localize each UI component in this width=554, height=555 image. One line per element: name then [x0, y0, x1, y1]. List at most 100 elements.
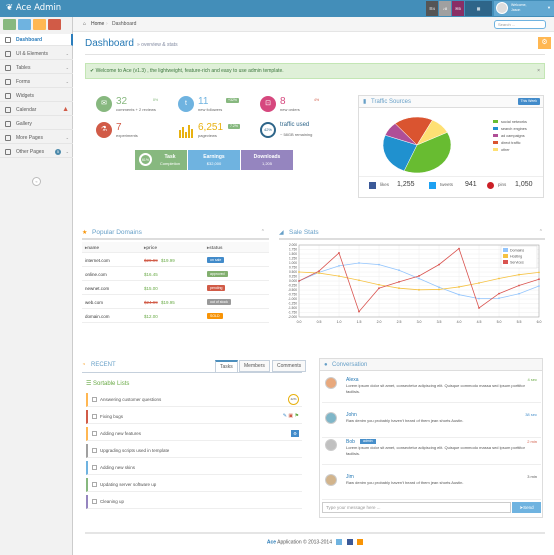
data-point: [538, 271, 540, 274]
chevron-down-icon: ⌄: [65, 135, 69, 140]
breadcrumb-separator: ›: [106, 21, 108, 27]
rss-icon[interactable]: [357, 539, 364, 545]
tasks-badge[interactable]: ☰4: [426, 1, 438, 16]
breadcrumb-home[interactable]: Home: [91, 21, 105, 27]
send-button[interactable]: ➤Send: [512, 502, 541, 513]
pie-slice: [382, 134, 418, 172]
task-item[interactable]: Cleaning up: [86, 495, 302, 509]
bell-icon: ♪: [442, 6, 445, 11]
tile-downloads[interactable]: Downloads 1,205: [241, 150, 293, 170]
rss-icon: ◔: [82, 362, 86, 368]
sidebar-item-gallery[interactable]: Gallery: [0, 118, 73, 130]
legend-item: direct traffic: [493, 140, 527, 147]
group-shortcut[interactable]: [33, 19, 46, 30]
task-checkbox[interactable]: [92, 397, 97, 402]
page-subtitle: » overview & stats: [137, 42, 178, 48]
legend-label: Services: [510, 261, 524, 265]
y-tick-label: -2.000: [288, 315, 297, 319]
collapse-icon[interactable]: ⌃: [260, 229, 265, 235]
data-point: [538, 285, 540, 287]
search-input[interactable]: Search ...: [494, 20, 546, 29]
task-checkbox[interactable]: [92, 431, 97, 436]
data-point: [418, 275, 420, 277]
data-point: [318, 272, 320, 274]
picture-icon: [5, 121, 11, 127]
warning-icon: ▲: [62, 106, 69, 113]
task-checkbox[interactable]: [92, 465, 97, 470]
green-badge[interactable]: ▦: [465, 1, 492, 16]
tile-earnings[interactable]: Earnings $32,000: [188, 150, 240, 170]
legend-swatch: [493, 120, 498, 123]
messages-badge[interactable]: ✉5: [452, 1, 464, 16]
sidebar-item-ui-elements[interactable]: UI & Elements ⌄: [0, 48, 73, 60]
task-item[interactable]: Adding new skins: [86, 461, 302, 475]
comment-icon: ●: [324, 362, 328, 368]
sidebar-item-dashboard[interactable]: Dashboard: [0, 34, 73, 46]
pie-slice: [403, 131, 452, 174]
chevron-down-icon: ⌄: [65, 149, 69, 154]
y-tick-label: 2.000: [289, 243, 297, 247]
twitter-icon[interactable]: [336, 539, 343, 545]
tab-tasks[interactable]: Tasks: [215, 360, 238, 372]
y-tick-label: -0.500: [288, 288, 297, 292]
legend-swatch: [503, 248, 508, 252]
chart-legend: [500, 245, 538, 269]
sidebar-item-calendar[interactable]: Calendar ▲: [0, 104, 73, 116]
data-point: [498, 297, 500, 300]
sidebar-item-tables[interactable]: Tables ⌄: [0, 62, 73, 74]
task-item[interactable]: Fixing bugs ✎ ▣ ⚑: [86, 410, 302, 424]
pencil-shortcut[interactable]: [18, 19, 31, 30]
traffic-pie-icon: 42%: [260, 122, 276, 138]
traffic-pie-chart: [382, 116, 452, 174]
x-tick-label: 0.5: [317, 320, 322, 324]
task-checkbox[interactable]: [92, 499, 97, 504]
sidebar-item-forms[interactable]: Forms ⌄: [0, 76, 73, 88]
list-icon: [5, 65, 11, 71]
sidebar-item-more-pages[interactable]: More Pages ⌄: [0, 132, 73, 144]
chat-message: Jim 3 min Raw denim you probably haven't…: [322, 472, 541, 500]
data-point: [478, 282, 480, 284]
y-tick-label: 1.750: [289, 248, 297, 252]
task-item[interactable]: Upgrading scripts used in template: [86, 444, 302, 458]
message-input[interactable]: Type your message here ...: [322, 502, 511, 513]
sidebar-item-other-pages[interactable]: Other Pages 5 ⌄: [0, 146, 73, 158]
domains-table: ▸name ▸price ▸status internet.com $29.99…: [82, 242, 269, 327]
legend-swatch: [493, 148, 498, 151]
sidebar-item-widgets[interactable]: Widgets: [0, 90, 73, 102]
notifications-badge[interactable]: ♪8: [439, 1, 451, 16]
task-checkbox[interactable]: [92, 482, 97, 487]
data-point: [398, 281, 400, 283]
tab-comments[interactable]: Comments: [272, 360, 307, 372]
task-item[interactable]: Answering customer questions 42%: [86, 393, 302, 407]
legend-label: Domains: [510, 249, 524, 253]
collapse-icon[interactable]: ⌃: [538, 229, 543, 235]
flag-icon[interactable]: ⚑: [294, 413, 299, 419]
task-item[interactable]: Updating server software up: [86, 478, 302, 492]
pie-slice: [394, 116, 433, 146]
task-checkbox[interactable]: [92, 414, 97, 419]
data-point: [518, 284, 520, 287]
tab-members[interactable]: Members: [239, 360, 270, 372]
facebook-icon[interactable]: [346, 539, 353, 545]
tile-task-completion[interactable]: 61% Task Completion: [135, 150, 187, 170]
user-menu[interactable]: Welcome, Jason ▼: [494, 1, 554, 16]
cogs-shortcut[interactable]: [48, 19, 61, 30]
task-item[interactable]: Adding new features ⚙: [86, 427, 302, 441]
sidebar-collapse-button[interactable]: «: [32, 177, 41, 186]
gear-icon[interactable]: ⚙: [291, 430, 299, 437]
pencil-icon[interactable]: ✎: [282, 413, 287, 419]
brand[interactable]: ❦ Ace Admin: [6, 3, 62, 13]
x-tick-label: 2.5: [397, 320, 402, 324]
y-tick-label: 0.250: [289, 275, 297, 279]
star-icon: ★: [82, 230, 88, 236]
trash-icon[interactable]: ▣: [288, 413, 294, 419]
close-icon[interactable]: ×: [537, 68, 540, 74]
chart-icon: ▦: [476, 6, 481, 11]
facebook-icon: [369, 182, 376, 189]
breadcrumb-current: Dashboard: [112, 21, 137, 27]
settings-gear-button[interactable]: ⚙: [538, 37, 551, 49]
task-checkbox[interactable]: [92, 448, 97, 453]
legend-label: social networks: [501, 120, 527, 124]
signal-shortcut[interactable]: [3, 19, 16, 30]
this-week-dropdown[interactable]: This Week: [517, 98, 540, 105]
